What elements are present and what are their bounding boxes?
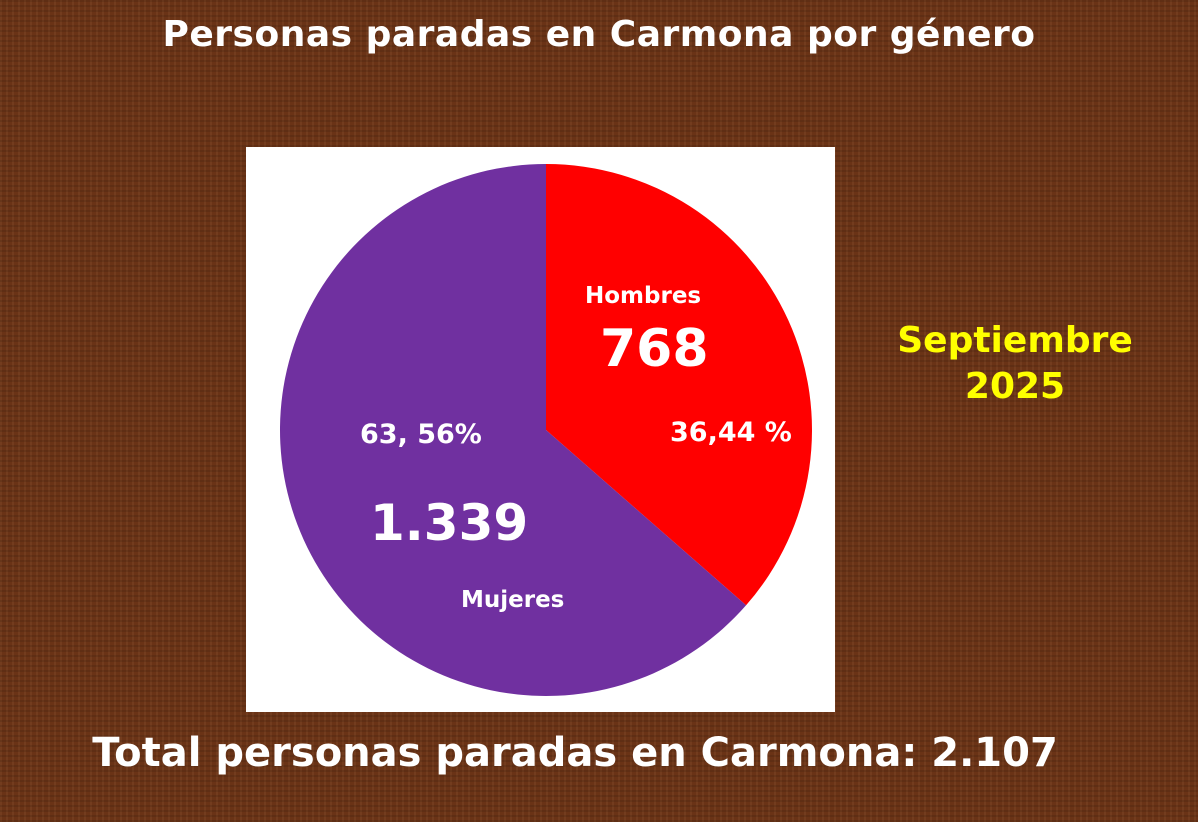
pie-slice-mujeres: [279, 164, 747, 696]
hombres-percent: 36,44 %: [670, 417, 792, 448]
chart-title: Personas paradas en Carmona por género: [162, 14, 1036, 55]
date-year: 2025: [964, 366, 1066, 407]
hombres-label: Hombres: [585, 283, 702, 309]
mujeres-label: Mujeres: [461, 587, 565, 613]
date-label: Septiembre 2025: [880, 318, 1150, 410]
total-text: Total personas paradas en Carmona: 2.107: [92, 730, 1058, 776]
pie-slice-hombres: [546, 164, 812, 606]
mujeres-value: 1.339: [370, 494, 529, 552]
mujeres-percent: 63, 56%: [360, 419, 482, 450]
pie-chart: [279, 164, 812, 696]
chart-panel: Hombres 768 36,44 % 63, 56% 1.339 Mujere…: [246, 147, 835, 712]
date-month: Septiembre: [897, 320, 1133, 361]
hombres-value: 768: [600, 319, 709, 379]
